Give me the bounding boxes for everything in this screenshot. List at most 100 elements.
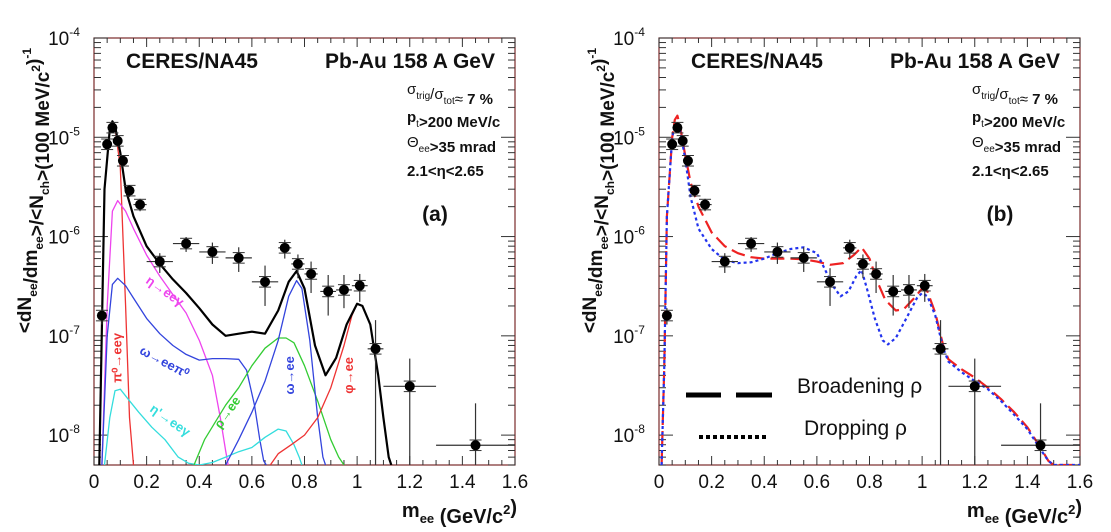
data-point	[124, 185, 135, 196]
data-point	[825, 276, 836, 287]
data-point	[338, 284, 349, 295]
collision-title: Pb-Au 158 A GeV	[890, 50, 1060, 73]
y-tick-label: 10-8	[613, 422, 645, 447]
y-axis-title: <dNee/dmee>/<Nch>(100 MeV/c2)-1	[15, 48, 54, 333]
data-point	[107, 122, 118, 133]
data-point	[969, 381, 980, 392]
x-tick-label: 0	[654, 472, 665, 493]
y-tick-label: 10-6	[48, 224, 80, 249]
x-axis-title: mee (GeV/c2)	[402, 497, 517, 528]
data-point	[682, 155, 693, 166]
data-point	[306, 268, 317, 279]
series-line--ee	[193, 337, 345, 465]
x-tick-label: 0.8	[291, 472, 317, 493]
x-tick-label: 0.4	[751, 472, 778, 493]
x-tick-label: 0	[89, 472, 100, 493]
experiment-title: CERES/NA45	[126, 50, 258, 73]
plot-frame	[93, 37, 516, 466]
data-point	[154, 256, 165, 267]
collision-title: Pb-Au 158 A GeV	[325, 50, 495, 73]
data-point	[689, 185, 700, 196]
series-line--ee	[225, 279, 327, 465]
cut-annotation: 2.1<η<2.65	[407, 163, 484, 180]
x-tick-label: 1.2	[397, 472, 423, 493]
data-point	[857, 258, 868, 269]
data-point	[772, 246, 783, 257]
series-line--ee-	[103, 388, 303, 465]
data-point	[844, 242, 855, 253]
data-point	[661, 310, 672, 321]
data-point	[279, 242, 290, 253]
cut-annotation: pt>200 MeV/c	[972, 109, 1065, 131]
cut-annotation: Θee>35 mrad	[407, 134, 496, 156]
x-tick-label: 0.6	[804, 472, 830, 493]
panel-label: (b)	[987, 203, 1014, 226]
data-point	[798, 252, 809, 263]
y-tick-label: 10-4	[48, 25, 80, 50]
x-axis-title: mee (GeV/c2)	[967, 497, 1082, 528]
cut-annotation: 2.1<η<2.65	[972, 163, 1049, 180]
data-point	[404, 381, 415, 392]
x-tick-label: 1	[917, 472, 928, 493]
y-tick-label: 10-5	[48, 124, 80, 149]
data-point	[102, 139, 113, 150]
data-point	[354, 280, 365, 291]
data-point	[233, 252, 244, 263]
x-tick-label: 0.4	[186, 472, 213, 493]
x-tick-label: 1.6	[502, 472, 528, 493]
curve-label: ω→ee	[282, 356, 297, 394]
y-tick-label: 10-5	[613, 124, 645, 149]
panel-label: (a)	[422, 203, 448, 226]
data-point	[871, 268, 882, 279]
legend-label: Dropping ρ	[804, 417, 907, 440]
data-point	[672, 122, 683, 133]
data-point	[700, 199, 711, 210]
x-tick-label: 0.6	[239, 472, 265, 493]
data-point	[1035, 440, 1046, 451]
data-point	[260, 276, 271, 287]
curve-label: π⁰→eeγ	[110, 332, 125, 383]
data-point	[470, 440, 481, 451]
data-point	[919, 280, 930, 291]
data-point	[677, 135, 688, 146]
y-tick-label: 10-8	[48, 422, 80, 447]
x-tick-label: 0.8	[856, 472, 882, 493]
series-line--ee-	[101, 199, 229, 465]
data-point	[746, 238, 757, 249]
x-tick-label: 1.4	[449, 472, 476, 493]
cut-annotation: σtrig/σtot≈ 7 %	[407, 81, 493, 108]
x-tick-label: 1.6	[1067, 472, 1093, 493]
data-point	[112, 135, 123, 146]
data-point	[888, 286, 899, 297]
series-line-dropping-	[660, 123, 1080, 465]
data-point	[667, 139, 678, 150]
data-point	[117, 155, 128, 166]
cut-annotation: σtrig/σtot≈ 7 %	[972, 81, 1058, 108]
data-point	[370, 343, 381, 354]
x-tick-label: 1.4	[1014, 472, 1041, 493]
data-point	[96, 310, 107, 321]
data-point	[181, 238, 192, 249]
data-point	[903, 284, 914, 295]
data-point	[719, 256, 730, 267]
y-tick-label: 10-7	[613, 323, 645, 348]
data-point	[135, 199, 146, 210]
data-point	[207, 246, 218, 257]
cut-annotation: pt>200 MeV/c	[407, 109, 500, 131]
panel-a: 0 0.2 0.4 0.6 0.8 1 1.2 1.4 1.6 10-4 10-5 10-6 10-7 1…	[15, 25, 528, 528]
legend-label: Broadening ρ	[797, 375, 922, 398]
data-points	[95, 121, 515, 465]
x-tick-label: 0.2	[133, 472, 159, 493]
curve-label: φ→ee	[341, 357, 356, 394]
experiment-title: CERES/NA45	[691, 50, 823, 73]
y-axis-title: <dNee/dmee>/<Nch>(100 MeV/c2)-1	[580, 48, 619, 333]
cut-annotation: Θee>35 mrad	[972, 134, 1061, 156]
y-tick-label: 10-7	[48, 323, 80, 348]
data-point	[935, 343, 946, 354]
panel-b: 0 0.2 0.4 0.6 0.8 1 1.2 1.4 1.6 10-4 10-5 10-6 10-7 1…	[580, 25, 1093, 528]
data-points	[660, 121, 1080, 465]
x-tick-label: 1.2	[962, 472, 988, 493]
y-tick-label: 10-6	[613, 224, 645, 249]
data-point	[292, 258, 303, 269]
